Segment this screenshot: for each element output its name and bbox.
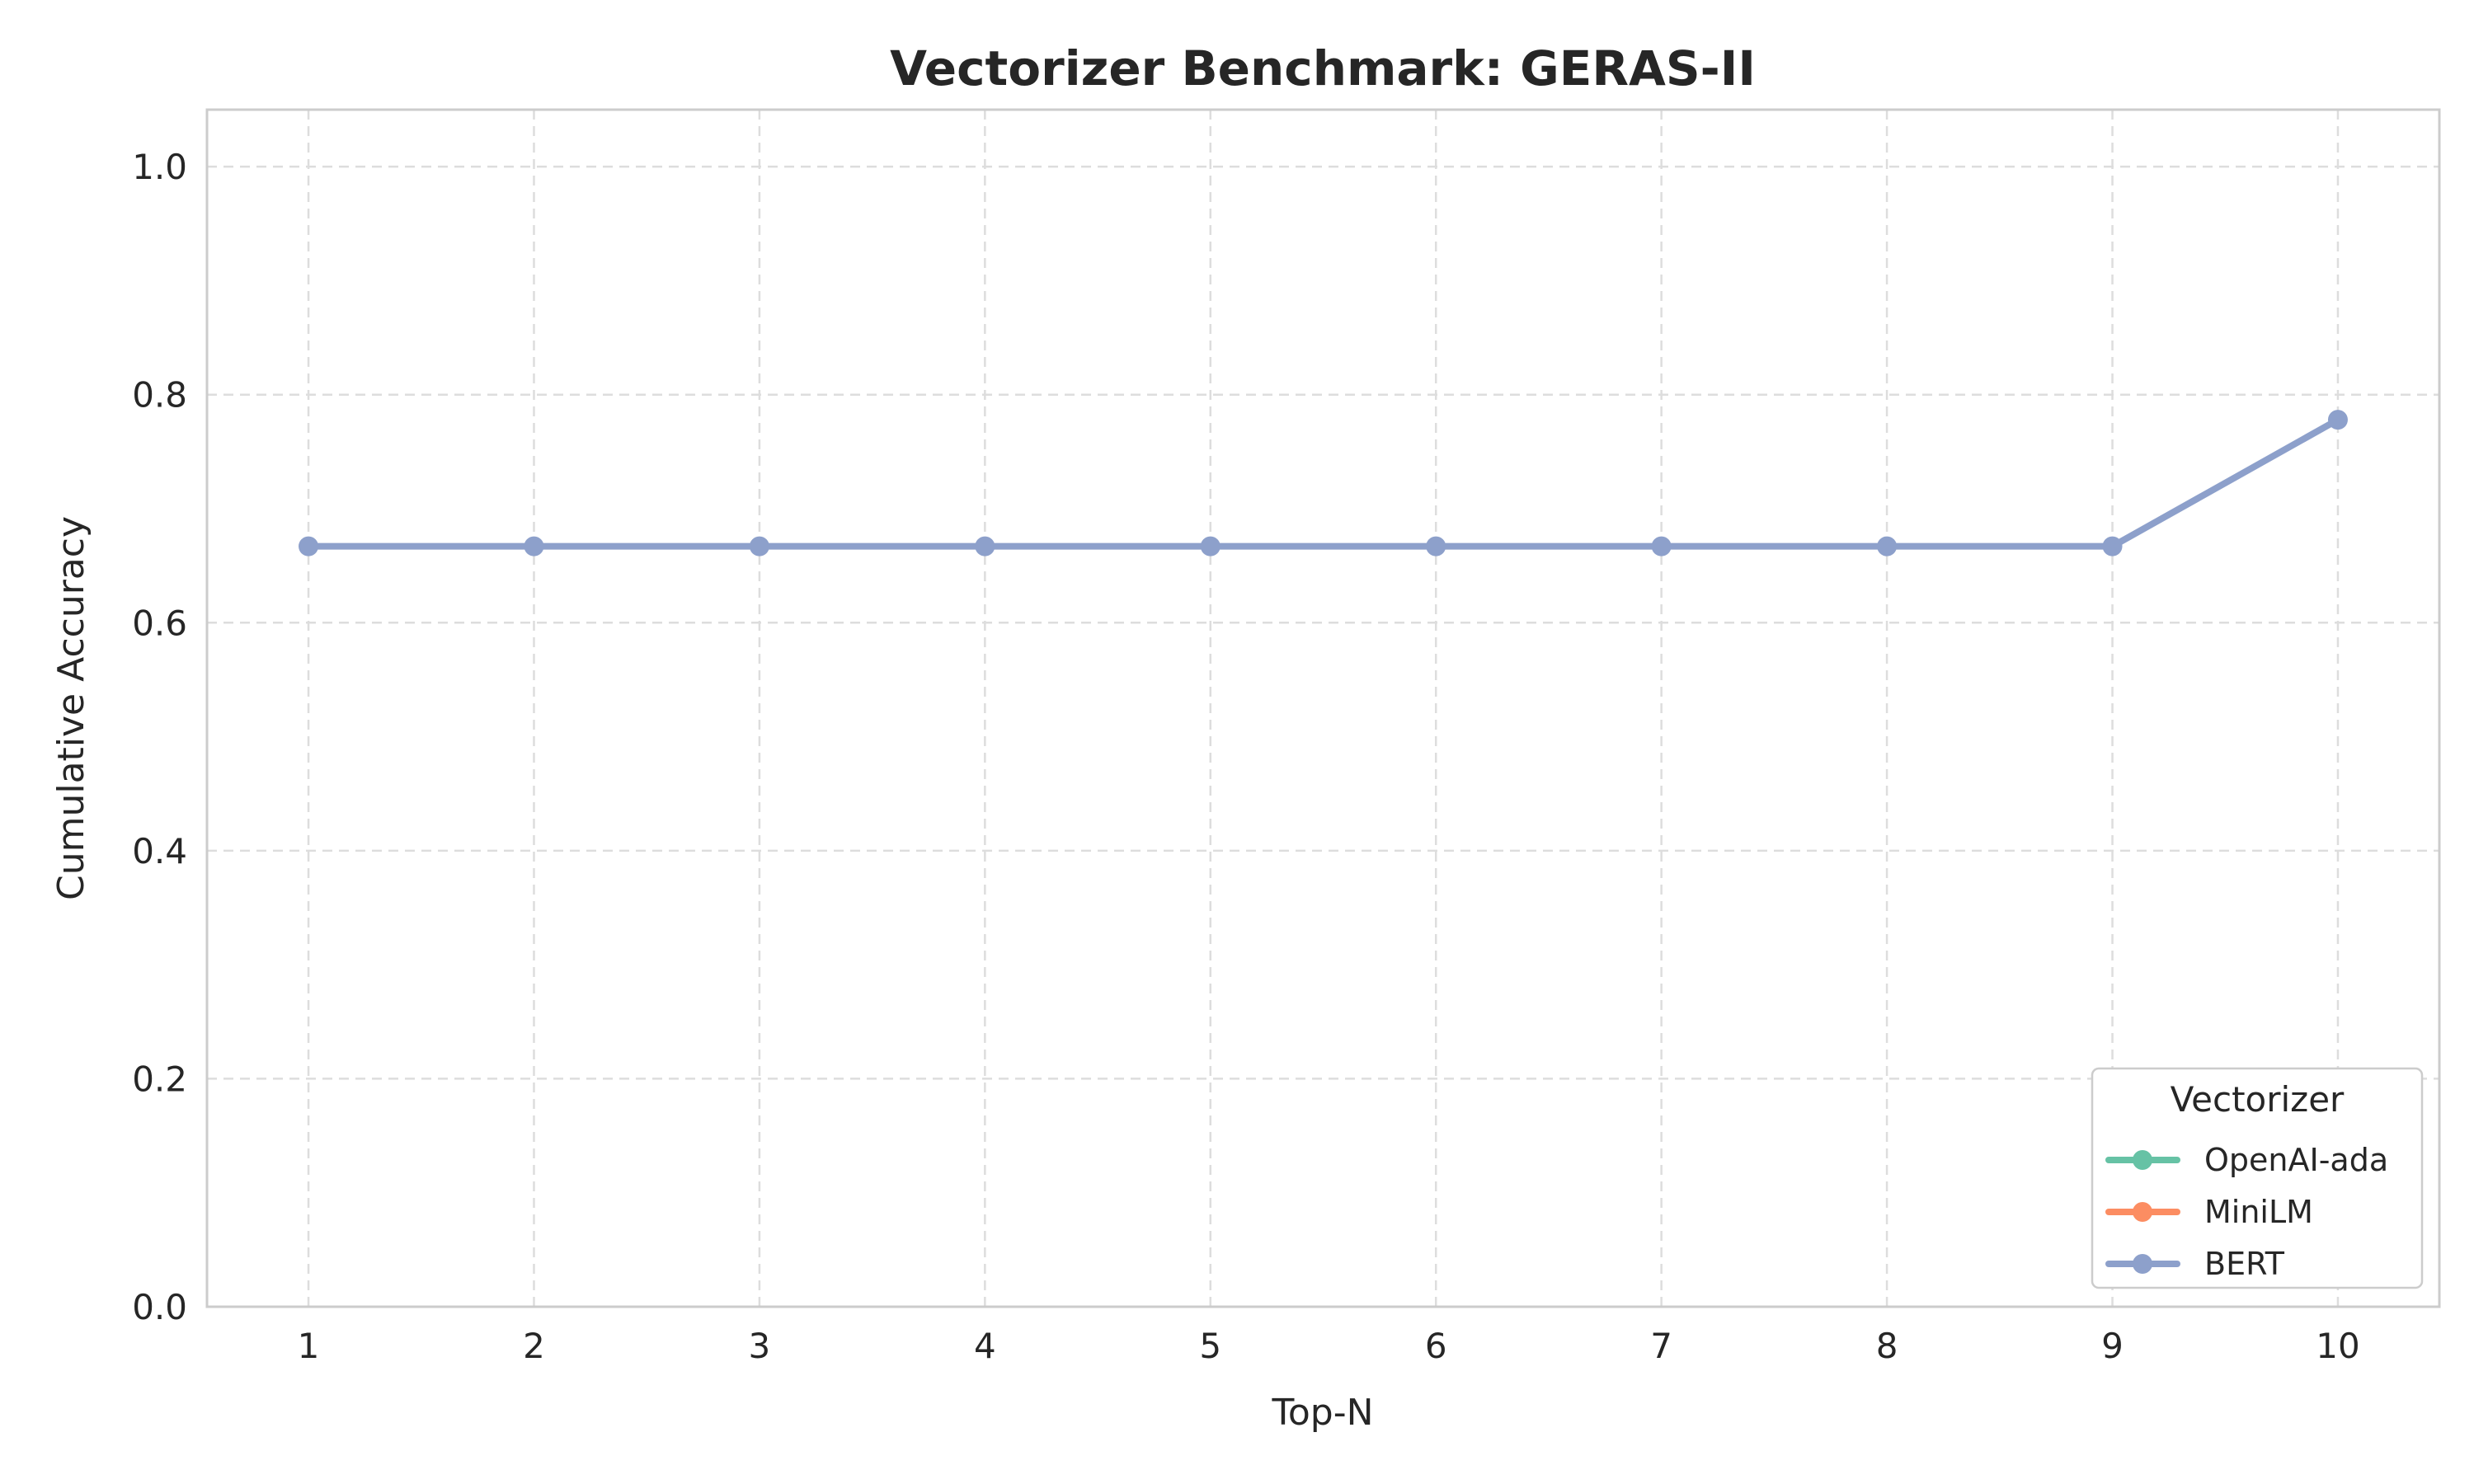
series-line [305, 416, 2341, 550]
plot-frame [205, 108, 2441, 1308]
y-gridlines [207, 165, 2439, 1080]
x-tick-label: 4 [974, 1326, 996, 1366]
x-tick-label: 10 [2316, 1326, 2359, 1366]
data-point [1877, 536, 1898, 556]
x-tick-label: 9 [2101, 1326, 2124, 1366]
y-tick-label: 0.0 [132, 1287, 187, 1327]
x-tick-label: 1 [298, 1326, 320, 1366]
y-tick-label: 0.2 [132, 1059, 187, 1099]
y-tick-label: 1.0 [132, 147, 187, 187]
legend-frame [2091, 1067, 2424, 1289]
y-tick-labels: 0.0 0.2 0.4 0.6 0.8 1.0 [132, 147, 187, 1327]
data-point [524, 536, 544, 556]
x-tick-label: 2 [523, 1326, 545, 1366]
x-tick-label: 3 [749, 1326, 771, 1366]
y-tick-label: 0.4 [132, 831, 187, 871]
x-tick-label: 7 [1650, 1326, 1672, 1366]
y-tick-label: 0.6 [132, 603, 187, 643]
legend-label: BERT [2204, 1246, 2285, 1282]
data-point [2327, 410, 2348, 430]
legend-label: OpenAI-ada [2204, 1142, 2388, 1178]
x-axis-label: Top-N [1271, 1392, 1373, 1434]
legend-title: Vectorizer [2171, 1079, 2345, 1120]
legend-items: OpenAI-ada MiniLM BERT [2105, 1142, 2388, 1282]
data-point [975, 536, 995, 556]
legend-item: MiniLM [2105, 1194, 2313, 1230]
legend-item: OpenAI-ada [2105, 1142, 2388, 1178]
data-point [2102, 536, 2123, 556]
y-axis-label: Cumulative Accuracy [50, 516, 92, 900]
data-point [749, 536, 769, 556]
data-point [299, 536, 319, 556]
legend-item: BERT [2105, 1246, 2285, 1282]
legend-swatch-marker [2133, 1202, 2152, 1222]
x-tick-label: 5 [1199, 1326, 1221, 1366]
x-tick-labels: 1 2 3 4 5 6 7 8 9 10 [298, 1326, 2360, 1366]
legend: Vectorizer OpenAI-ada MiniLM BERT [2091, 1067, 2424, 1289]
chart-title: Vectorizer Benchmark: GERAS-II [890, 40, 1756, 96]
x-tick-label: 6 [1425, 1326, 1447, 1366]
y-tick-label: 0.8 [132, 375, 187, 416]
x-tick-label: 8 [1876, 1326, 1898, 1366]
legend-swatch-marker [2133, 1254, 2152, 1274]
data-point [1200, 536, 1221, 556]
series-bert [299, 410, 2348, 556]
data-point [1426, 536, 1446, 556]
series-layer [299, 410, 2348, 556]
legend-label: MiniLM [2204, 1194, 2313, 1230]
data-point [1651, 536, 1672, 556]
legend-swatch-marker [2133, 1150, 2152, 1170]
